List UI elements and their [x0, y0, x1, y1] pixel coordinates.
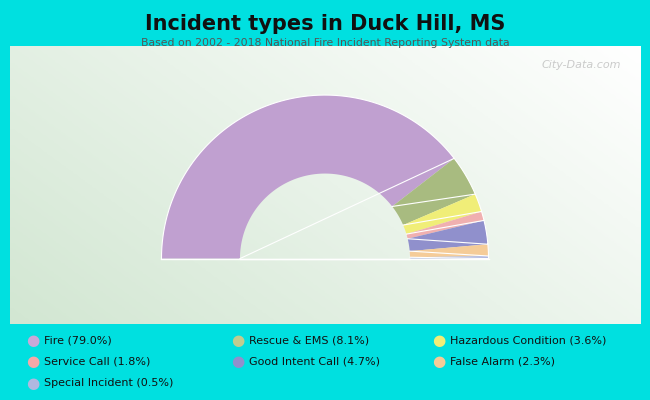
- Text: Based on 2002 - 2018 National Fire Incident Reporting System data: Based on 2002 - 2018 National Fire Incid…: [140, 38, 510, 48]
- Text: ●: ●: [231, 333, 244, 348]
- Text: ●: ●: [26, 354, 39, 370]
- Text: Good Intent Call (4.7%): Good Intent Call (4.7%): [249, 357, 380, 367]
- Text: Incident types in Duck Hill, MS: Incident types in Duck Hill, MS: [145, 14, 505, 34]
- Text: ●: ●: [26, 376, 39, 391]
- Polygon shape: [161, 95, 454, 258]
- Text: Special Incident (0.5%): Special Incident (0.5%): [44, 378, 174, 388]
- Text: Service Call (1.8%): Service Call (1.8%): [44, 357, 151, 367]
- Polygon shape: [408, 220, 488, 251]
- Text: City-Data.com: City-Data.com: [542, 60, 621, 70]
- Text: ●: ●: [231, 354, 244, 370]
- Text: ●: ●: [26, 333, 39, 348]
- Polygon shape: [410, 244, 489, 257]
- Polygon shape: [410, 256, 489, 258]
- Polygon shape: [403, 194, 482, 234]
- Polygon shape: [406, 212, 484, 239]
- Text: False Alarm (2.3%): False Alarm (2.3%): [450, 357, 556, 367]
- Polygon shape: [392, 158, 475, 225]
- Text: ●: ●: [432, 354, 445, 370]
- Text: Fire (79.0%): Fire (79.0%): [44, 336, 112, 346]
- Text: Rescue & EMS (8.1%): Rescue & EMS (8.1%): [249, 336, 369, 346]
- Text: ●: ●: [432, 333, 445, 348]
- Text: Hazardous Condition (3.6%): Hazardous Condition (3.6%): [450, 336, 607, 346]
